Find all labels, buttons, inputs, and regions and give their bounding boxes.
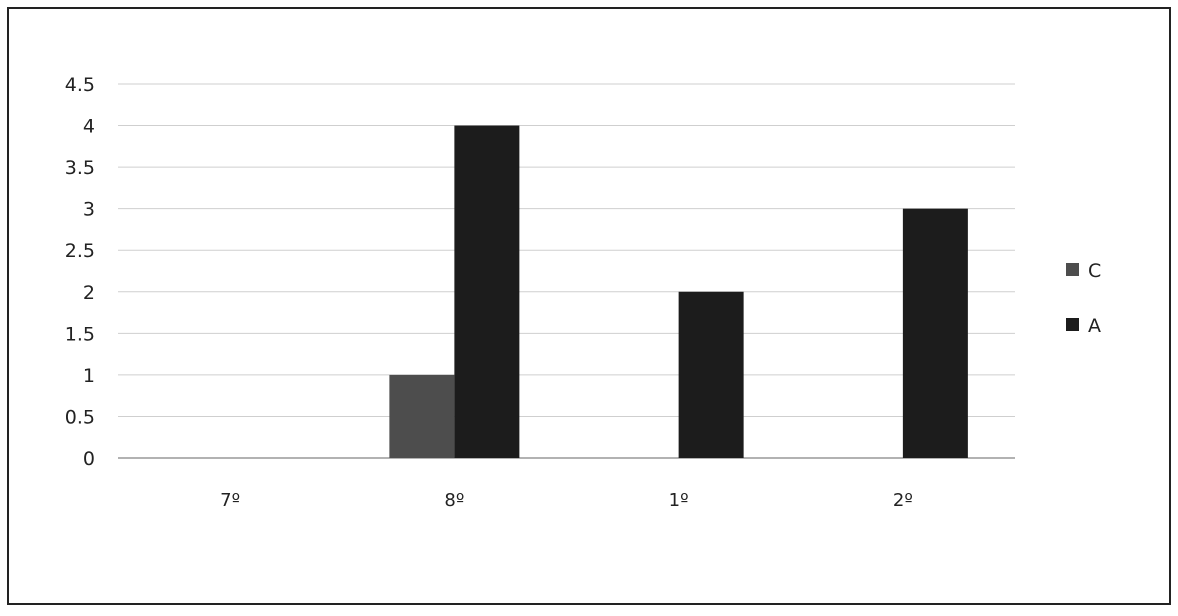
y-tick-label: 1 bbox=[83, 365, 95, 387]
chart-border bbox=[7, 7, 1171, 605]
y-tick-label: 1.5 bbox=[65, 323, 95, 345]
x-tick-label: 2º bbox=[893, 490, 913, 511]
legend-label: A bbox=[1088, 315, 1101, 337]
y-tick-label: 4 bbox=[83, 116, 95, 138]
y-tick-label: 2 bbox=[83, 282, 95, 304]
y-tick-label: 3 bbox=[83, 199, 95, 221]
y-tick-label: 3.5 bbox=[65, 157, 95, 179]
y-tick-label: 0 bbox=[83, 448, 95, 470]
y-tick-label: 4.5 bbox=[65, 74, 95, 96]
legend-label: C bbox=[1088, 260, 1101, 282]
x-tick-label: 7º bbox=[220, 490, 240, 511]
legend-swatch-c bbox=[1066, 263, 1079, 276]
bar-a bbox=[454, 125, 520, 459]
bar-c bbox=[389, 374, 455, 458]
x-tick-label: 1º bbox=[669, 490, 689, 511]
y-tick-label: 2.5 bbox=[65, 240, 95, 262]
x-tick-label: 8º bbox=[444, 490, 464, 511]
legend-swatch-a bbox=[1066, 318, 1079, 331]
y-tick-label: 0.5 bbox=[65, 406, 95, 428]
bar-a bbox=[902, 208, 968, 458]
bar-a bbox=[678, 291, 744, 458]
